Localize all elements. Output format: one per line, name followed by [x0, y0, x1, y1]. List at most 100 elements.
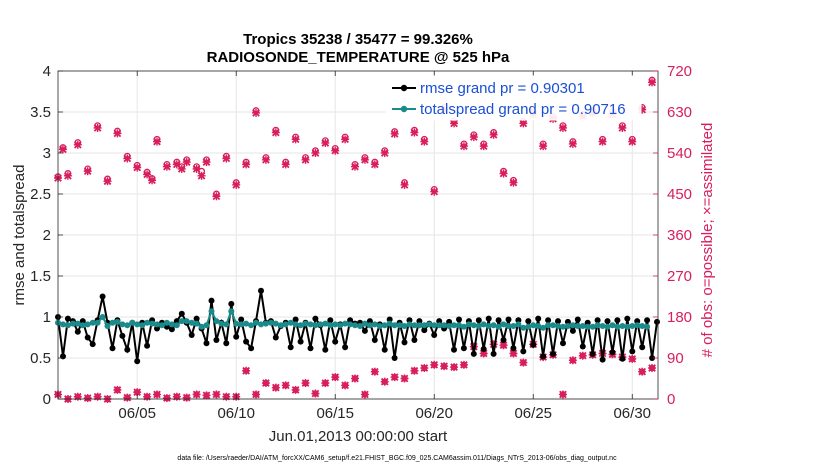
- obs-assimilated-point: [232, 180, 241, 189]
- obs-low-assimilated-point: [628, 354, 637, 363]
- rmse-point: [560, 340, 566, 347]
- totalspread-point: [485, 323, 492, 329]
- totalspread-point: [104, 323, 111, 329]
- rmse-point: [574, 316, 581, 323]
- obs-low-assimilated-point: [113, 385, 122, 394]
- rmse-point: [361, 327, 368, 334]
- totalspread-point: [406, 321, 413, 328]
- obs-assimilated-point: [212, 192, 221, 201]
- obs-assimilated-point: [410, 128, 419, 137]
- x-tick-label: 06/25: [514, 405, 552, 422]
- rmse-point: [99, 293, 106, 300]
- obs-assimilated-point: [459, 142, 468, 151]
- obs-low-assimilated-point: [162, 394, 171, 403]
- footnote: data file: /Users/raeder/DAI/ATM_forcXX/…: [177, 455, 617, 462]
- obs-assimilated-point: [242, 160, 251, 169]
- totalspread-point: [456, 322, 462, 329]
- obs-assimilated-point: [133, 163, 142, 172]
- totalspread-point: [426, 321, 433, 328]
- totalspread-point: [560, 323, 566, 330]
- rmse-point: [119, 332, 126, 339]
- totalspread-point: [124, 322, 131, 329]
- totalspread-point: [381, 322, 388, 329]
- totalspread-point: [550, 322, 556, 329]
- rmse-point: [510, 345, 517, 352]
- rmse-point: [248, 345, 255, 352]
- obs-assimilated-point: [351, 162, 360, 171]
- rmse-point: [188, 332, 195, 338]
- obs-assimilated-point: [568, 139, 577, 148]
- obs-assimilated-point: [499, 169, 508, 178]
- totalspread-point: [238, 321, 245, 328]
- y2-axis-ticks: 0 90 180 270 360 450 540 630 720: [653, 63, 692, 408]
- y2-tick-label: 720: [667, 63, 692, 80]
- totalspread-point: [624, 323, 631, 330]
- rmse-point: [480, 346, 487, 352]
- rmse-point: [411, 337, 418, 343]
- obs-assimilated-point: [380, 149, 389, 157]
- obs-assimilated-point: [192, 164, 201, 173]
- obs-low-assimilated-point: [400, 374, 409, 383]
- totalspread-point: [60, 321, 66, 328]
- totalspread-point: [579, 323, 586, 329]
- rmse-point: [485, 315, 492, 322]
- totalspread-point: [386, 320, 393, 327]
- rmse-point: [500, 337, 507, 343]
- totalspread-point: [188, 319, 195, 326]
- totalspread-point: [69, 320, 76, 327]
- obs-assimilated-point: [370, 160, 379, 169]
- y-tick-label: 3.5: [30, 104, 51, 121]
- totalspread-point: [228, 308, 235, 315]
- obs-assimilated-point: [153, 137, 162, 146]
- legend-rmse-marker: [400, 84, 408, 92]
- obs-assimilated-point: [331, 146, 340, 155]
- obs-low-assimilated-point: [519, 358, 528, 367]
- obs-low-assimilated-point: [331, 373, 340, 382]
- obs-assimilated-point: [539, 142, 548, 151]
- totalspread-point: [134, 321, 141, 328]
- totalspread-point: [366, 322, 373, 329]
- rmse-point: [446, 318, 453, 325]
- obs-low-assimilated-point: [558, 390, 567, 399]
- rmse-point: [634, 318, 641, 325]
- totalspread-point: [302, 320, 309, 327]
- totalspread-point: [510, 323, 517, 329]
- totalspread-point: [495, 323, 502, 330]
- obs-low-assimilated-point: [192, 390, 201, 399]
- totalspread-point: [599, 323, 606, 329]
- legend-spread-marker: [400, 105, 408, 113]
- rmse-point: [644, 317, 651, 324]
- obs-low-assimilated-point: [93, 392, 102, 401]
- totalspread-point: [74, 320, 81, 327]
- totalspread-point: [589, 323, 596, 330]
- obs-low-assimilated-point: [370, 367, 379, 376]
- totalspread-point: [317, 321, 324, 328]
- obs-low-assimilated-point: [578, 351, 587, 360]
- rmse-point: [520, 348, 527, 355]
- totalspread-point: [337, 322, 344, 329]
- rmse-point: [297, 338, 304, 345]
- rmse-point: [292, 316, 299, 323]
- totalspread-point: [173, 322, 180, 329]
- obs-low-assimilated-point: [440, 362, 449, 371]
- obs-assimilated-point: [271, 128, 280, 137]
- obs-assimilated-point: [450, 119, 459, 128]
- totalspread-point: [208, 308, 215, 315]
- rmse-point: [163, 323, 170, 330]
- totalspread-point: [609, 322, 616, 329]
- totalspread-point: [545, 322, 552, 329]
- y-tick-label: 0: [43, 391, 51, 408]
- totalspread-point: [203, 322, 210, 329]
- rmse-point: [451, 346, 457, 353]
- rmse-point: [178, 310, 185, 317]
- totalspread-point: [129, 319, 136, 326]
- rmse-point: [312, 315, 319, 322]
- y2-tick-label: 90: [667, 350, 684, 367]
- obs-low-assimilated-point: [321, 379, 330, 388]
- obs-assimilated-point: [281, 160, 290, 169]
- obs-assimilated-point: [103, 177, 112, 186]
- obs-assimilated-point: [301, 155, 310, 164]
- obs-assimilated-point: [489, 130, 498, 139]
- obs-low-assimilated-point: [252, 390, 261, 399]
- totalspread-point: [198, 323, 205, 330]
